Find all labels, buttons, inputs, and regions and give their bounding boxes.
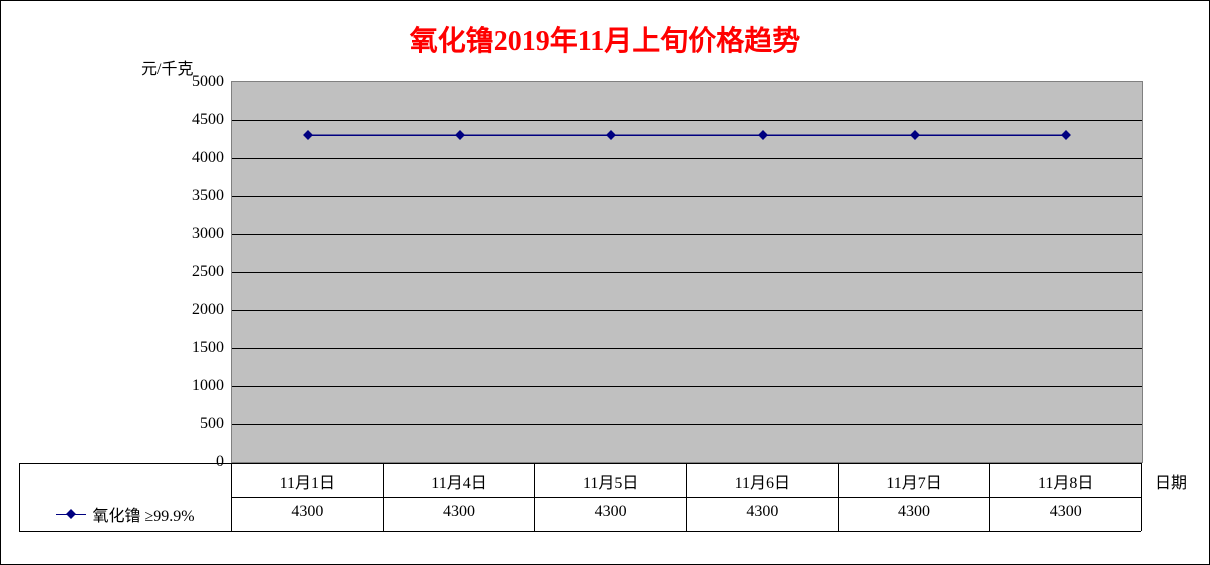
data-value-cell: 4300 bbox=[686, 497, 838, 531]
y-tick-label: 4500 bbox=[192, 111, 224, 129]
chart-title: 氧化镥2019年11月上旬价格趋势 bbox=[1, 19, 1209, 59]
y-tick-label: 1500 bbox=[192, 339, 224, 357]
table-right-border bbox=[1141, 463, 1142, 531]
y-tick-label: 500 bbox=[200, 415, 224, 433]
x-category-cell: 11月6日 bbox=[686, 463, 838, 497]
plot-area: 0500100015002000250030003500400045005000 bbox=[231, 81, 1143, 463]
x-category-cell: 11月1日 bbox=[231, 463, 383, 497]
y-tick-label: 3500 bbox=[192, 187, 224, 205]
x-category-cell: 11月7日 bbox=[838, 463, 990, 497]
legend-marker-icon bbox=[66, 509, 76, 519]
x-category-cell: 11月5日 bbox=[534, 463, 686, 497]
x-axis-label: 日期 bbox=[1155, 469, 1187, 493]
y-tick-label: 5000 bbox=[192, 73, 224, 91]
data-value-cell: 4300 bbox=[383, 497, 535, 531]
legend-swatch bbox=[56, 510, 86, 518]
data-value-cell: 4300 bbox=[231, 497, 383, 531]
legend-label: 氧化镥 ≥99.9% bbox=[92, 502, 194, 526]
data-table-row: 氧化镥 ≥99.9%430043004300430043004300 bbox=[19, 497, 1141, 532]
legend-cell: 氧化镥 ≥99.9% bbox=[19, 497, 231, 531]
y-tick-label: 3000 bbox=[192, 225, 224, 243]
x-category-cell: 11月8日 bbox=[989, 463, 1141, 497]
data-value-cell: 4300 bbox=[989, 497, 1141, 531]
table-top-border bbox=[19, 463, 1141, 464]
series-line bbox=[232, 82, 1142, 462]
y-tick-label: 2500 bbox=[192, 263, 224, 281]
y-tick-label: 4000 bbox=[192, 149, 224, 167]
data-value-cell: 4300 bbox=[534, 497, 686, 531]
chart-container: 氧化镥2019年11月上旬价格趋势 元/千克 05001000150020002… bbox=[0, 0, 1210, 565]
y-tick-label: 1000 bbox=[192, 377, 224, 395]
data-value-cell: 4300 bbox=[838, 497, 990, 531]
x-category-row: 11月1日11月4日11月5日11月6日11月7日11月8日 bbox=[231, 463, 1141, 498]
y-tick-label: 2000 bbox=[192, 301, 224, 319]
table-left-border bbox=[19, 463, 20, 531]
y-axis-label: 元/千克 bbox=[141, 55, 193, 79]
x-category-cell: 11月4日 bbox=[383, 463, 535, 497]
y-tick-label: 0 bbox=[216, 453, 224, 471]
